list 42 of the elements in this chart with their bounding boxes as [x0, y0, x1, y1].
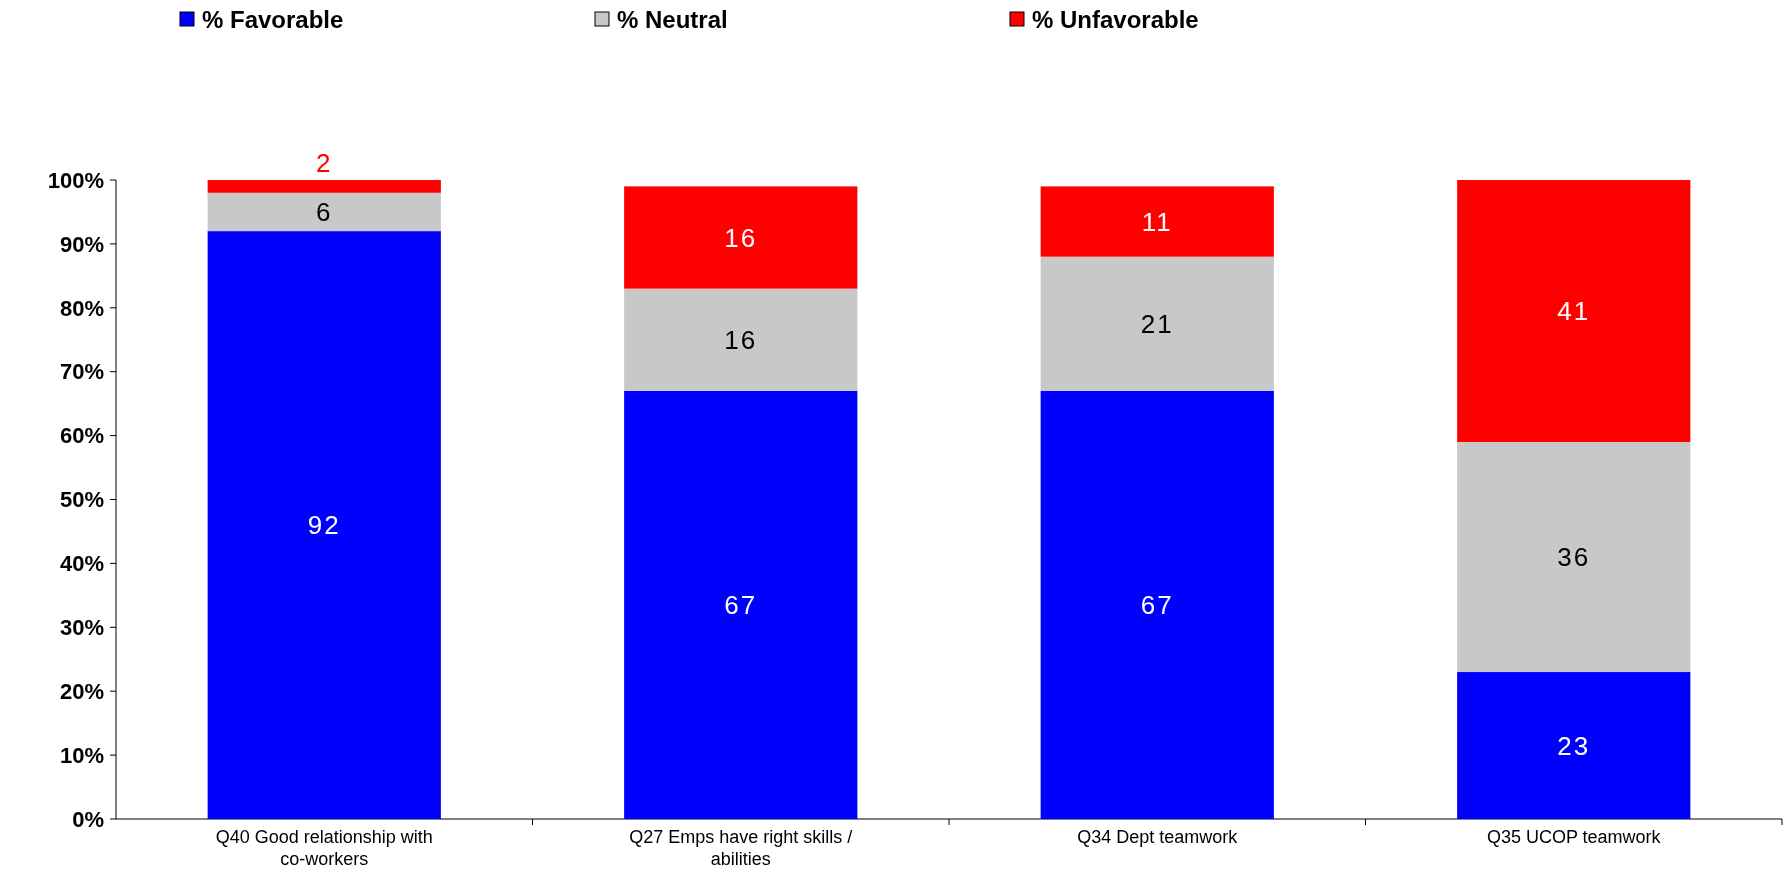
bar — [1457, 672, 1691, 819]
y-tick-label: 100% — [47, 167, 104, 193]
legend-label: % Favorable — [202, 6, 344, 34]
data-label: 41 — [1557, 296, 1591, 327]
bar — [207, 231, 441, 819]
bar — [624, 288, 858, 391]
data-label: 67 — [1140, 590, 1174, 621]
bar — [1040, 390, 1274, 819]
legend-label: % Neutral — [617, 6, 728, 34]
legend-label: % Unfavorable — [1032, 6, 1199, 34]
bar — [1457, 180, 1691, 442]
y-tick-label: 70% — [59, 359, 104, 385]
x-tick-label: Q40 Good relationship with co-workers — [215, 827, 433, 869]
y-tick-label: 30% — [59, 615, 104, 640]
data-label: 11 — [1141, 206, 1173, 237]
y-tick-label: 40% — [59, 551, 104, 577]
y-tick-label: 60% — [59, 423, 104, 449]
bar — [624, 390, 858, 819]
y-tick-label: 20% — [59, 678, 104, 704]
data-label: 16 — [724, 324, 758, 355]
x-tick-label: Q35 UCOP teamwork — [1486, 827, 1662, 847]
bar — [1040, 186, 1274, 257]
data-label: 92 — [307, 510, 341, 541]
data-label: 2 — [316, 148, 333, 178]
bar — [1457, 441, 1691, 673]
data-label: 6 — [316, 197, 333, 228]
x-tick-label: Q34 Dept teamwork — [1077, 827, 1239, 847]
data-label: 23 — [1557, 730, 1591, 761]
bar — [624, 186, 858, 289]
bar — [207, 180, 441, 193]
y-tick-label: 90% — [59, 231, 104, 257]
y-tick-label: 50% — [59, 487, 104, 513]
bar — [1040, 256, 1274, 391]
bar — [207, 192, 441, 232]
data-label: 21 — [1140, 308, 1174, 339]
y-tick-label: 0% — [72, 806, 104, 832]
y-tick-label: 10% — [59, 742, 104, 768]
y-tick-label: 80% — [59, 295, 104, 321]
data-label: 16 — [724, 222, 758, 253]
data-label: 36 — [1557, 542, 1591, 573]
x-tick-label: Q27 Emps have right skills / abilities — [629, 827, 853, 869]
data-label: 67 — [724, 590, 758, 621]
